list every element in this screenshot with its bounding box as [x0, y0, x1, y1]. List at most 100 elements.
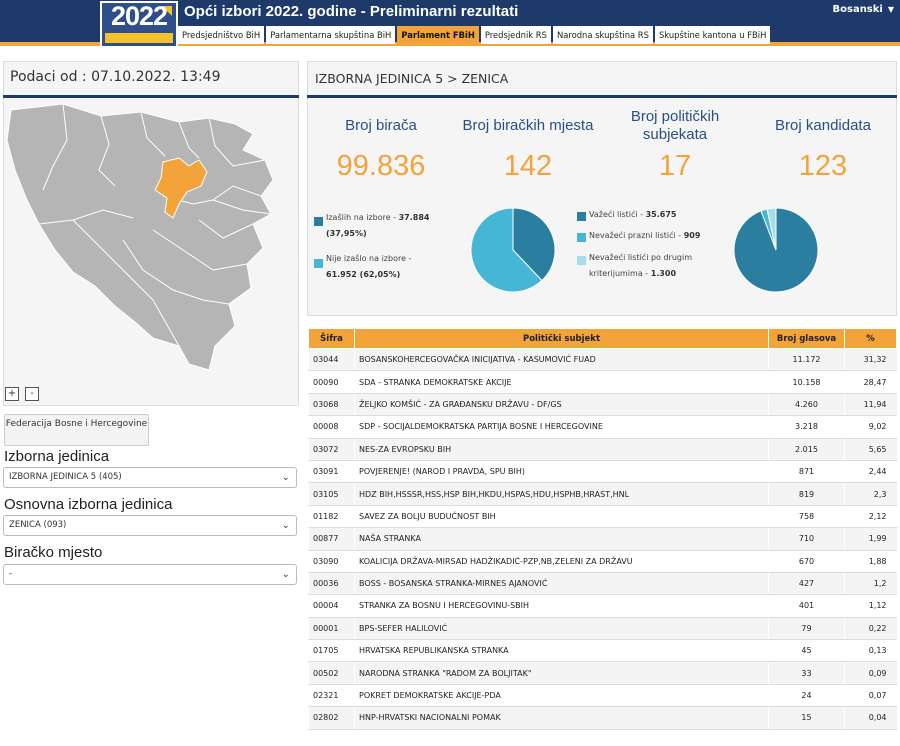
party-name-cell: SDA - STRANKA DEMOKRATSKE AKCIJE: [354, 370, 769, 394]
table-row[interactable]: 02321 POKRET DEMOKRATSKE AKCIJE-PDA 24 0,07: [308, 684, 897, 708]
legend-label: Izašlih na izbore -: [326, 213, 399, 222]
legend-value: 1.300: [650, 269, 677, 278]
percent-cell: 2,44: [844, 460, 897, 484]
basic-unit-select[interactable]: ZENICA (093) ⌄: [3, 515, 297, 536]
turnout-voted-legend: Izašlih na izbore - 37.884 (37,95%): [326, 210, 466, 242]
ballots-pie-chart[interactable]: [731, 205, 821, 295]
party-code-cell: 02802: [308, 706, 355, 730]
table-row[interactable]: 00036 BOSS - BOSANSKA STRANKA-MIRNES AJAN…: [308, 572, 897, 596]
election-logo[interactable]: 2022: [100, 1, 178, 48]
table-row[interactable]: 02802 HNP-HRVATSKI NACIONALNI POMAK 15 0,04: [308, 706, 897, 730]
tab-narodna-skup-tina-rs[interactable]: Narodna skupština RS: [552, 26, 653, 44]
votes-cell: 79: [768, 617, 845, 641]
stat-label: Broj biračkih mjesta: [462, 117, 594, 134]
table-row[interactable]: 00001 BPS-SEFER HALILOVIĆ 79 0,22: [308, 617, 897, 641]
map-regions[interactable]: [6, 103, 274, 371]
column-header-votes[interactable]: Broj glasova: [768, 328, 845, 349]
party-name-cell: NARODNA STRANKA "RADOM ZA BOLJITAK": [354, 661, 769, 685]
valid-ballots-legend: Važeći listići - 35.675: [589, 207, 724, 223]
party-name-cell: HDZ BIH,HSSSR,HSS,HSP BIH,HKDU,HSPAS,HDU…: [354, 482, 769, 506]
zenica-region-highlight[interactable]: [154, 157, 208, 219]
percent-cell: 1,2: [844, 572, 897, 596]
stat-voters: Broj birača 99.836: [311, 106, 451, 183]
pie-slice[interactable]: [512, 207, 556, 282]
legend-swatch: [577, 233, 586, 242]
table-row[interactable]: 00877 NAŠA STRANKA 710 1,99: [308, 527, 897, 551]
tab-skup-tine-kantona-u-fbih[interactable]: Skupštine kantona u FBiH: [654, 26, 771, 44]
map-region[interactable]: [6, 103, 274, 371]
party-name-cell: BOSS - BOSANSKA STRANKA-MIRNES AJANOVIĆ: [354, 572, 769, 596]
table-row[interactable]: 00004 STRANKA ZA BOSNU I HERCEGOVINU-SBIH…: [308, 594, 897, 618]
table-row[interactable]: 00502 NARODNA STRANKA "RADOM ZA BOLJITAK"…: [308, 661, 897, 685]
legend-value: 35.675: [645, 210, 677, 219]
turnout-pie-chart[interactable]: [468, 205, 558, 295]
votes-cell: 758: [768, 505, 845, 529]
percent-cell: 1,12: [844, 594, 897, 618]
party-code-cell: 02321: [308, 684, 355, 708]
votes-cell: 4.260: [768, 393, 845, 417]
tab-predsjedni-tvo-bih[interactable]: Predsjedništvo BiH: [178, 26, 265, 44]
votes-cell: 11.172: [768, 348, 845, 372]
legend-label: Važeći listići -: [589, 210, 646, 219]
language-selector[interactable]: Bosanski ▼: [833, 4, 895, 15]
legend-value: 61.952 (62,05%): [326, 270, 401, 279]
party-code-cell: 03072: [308, 438, 355, 461]
stat-value: 99.836: [336, 150, 426, 182]
electoral-unit-value: IZBORNA JEDINICA 5 (405): [9, 472, 122, 482]
language-label: Bosanski: [832, 4, 883, 15]
tab-parlamentarna-skup-tina-bih[interactable]: Parlamentarna skupština BiH: [266, 26, 396, 44]
party-code-cell: 03091: [308, 460, 355, 484]
legend-value: 37.884: [398, 213, 430, 222]
party-name-cell: NES-ZA EVROPSKU BIH: [354, 438, 769, 461]
party-code-cell: 00008: [308, 415, 355, 439]
table-row[interactable]: 03091 POVJERENJE! (NAROD I PRAVDA, SPU BI…: [308, 460, 897, 484]
polling-station-select[interactable]: - ⌄: [3, 564, 297, 585]
percent-cell: 2,3: [844, 482, 897, 506]
stat-label: Broj političkih subjekata: [630, 108, 720, 143]
party-code-cell: 03090: [308, 550, 355, 573]
party-name-cell: SAVEZ ZA BOLJU BUDUĆNOST BIH: [354, 505, 769, 529]
votes-cell: 15: [768, 706, 845, 730]
divider: [307, 95, 897, 98]
party-code-cell: 00004: [308, 594, 355, 618]
votes-cell: 45: [768, 639, 845, 663]
tab-parlament-fbih[interactable]: Parlament FBiH: [397, 26, 479, 44]
table-row[interactable]: 00090 SDA - STRANKA DEMOKRATSKE AKCIJE 10.…: [308, 370, 897, 394]
table-row[interactable]: 03068 ŽELJKO KOMŠIĆ - ZA GRAĐANSKU DRŽAVU…: [308, 393, 897, 417]
party-code-cell: 00502: [308, 661, 355, 685]
party-code-cell: 01705: [308, 639, 355, 663]
map-borders: [38, 103, 272, 347]
blank-ballots-legend: Nevažeći prazni listići - 909: [589, 228, 724, 244]
table-row[interactable]: 01182 SAVEZ ZA BOLJU BUDUĆNOST BIH 758 2,12: [308, 505, 897, 529]
party-code-cell: 03044: [308, 348, 355, 372]
legend-swatch: [314, 217, 323, 226]
zoom-out-button[interactable]: -: [25, 387, 39, 401]
table-row[interactable]: 03090 KOALICIJA DRŽAVA-MIRSAD HADŽIKADIĆ-…: [308, 550, 897, 573]
table-row[interactable]: 03105 HDZ BIH,HSSSR,HSS,HSP BIH,HKDU,HSPA…: [308, 482, 897, 506]
table-row[interactable]: 00008 SDP - SOCIJALDEMOKRATSKA PARTIJA BO…: [308, 415, 897, 439]
logo-year: 2022: [110, 1, 168, 31]
table-row[interactable]: 03072 NES-ZA EVROPSKU BIH 2.015 5,65: [308, 438, 897, 461]
table-row[interactable]: 03044 BOSANSKOHERCEGOVAČKA INICIJATIVA - …: [308, 348, 897, 372]
votes-cell: 3.218: [768, 415, 845, 439]
column-header-party[interactable]: Politički subjekt: [354, 328, 769, 349]
tab-predsjednik-rs[interactable]: Predsjednik RS: [480, 26, 551, 44]
pie-slice[interactable]: [470, 207, 543, 293]
party-code-cell: 00036: [308, 572, 355, 596]
bih-map[interactable]: [3, 100, 299, 380]
party-name-cell: KOALICIJA DRŽAVA-MIRSAD HADŽIKADIĆ-PZP,N…: [354, 550, 769, 573]
percent-cell: 0,07: [844, 684, 897, 708]
table-row[interactable]: 01705 HRVATSKA REPUBLIKANSKA STRANKA 45 0,1…: [308, 639, 897, 663]
zoom-in-button[interactable]: +: [5, 387, 19, 401]
pie-slice[interactable]: [766, 207, 777, 251]
party-name-cell: NAŠA STRANKA: [354, 527, 769, 551]
column-header-code[interactable]: Šifra: [308, 328, 355, 349]
stat-label: Broj birača: [345, 117, 417, 134]
percent-cell: 28,47: [844, 370, 897, 394]
party-name-cell: BPS-SEFER HALILOVIĆ: [354, 617, 769, 641]
federation-button[interactable]: Federacija Bosne i Hercegovine: [4, 414, 149, 446]
electoral-unit-select[interactable]: IZBORNA JEDINICA 5 (405) ⌄: [3, 467, 297, 488]
results-table: Šifra Politički subjekt Broj glasova % 0…: [308, 328, 897, 730]
votes-cell: 427: [768, 572, 845, 596]
column-header-percent[interactable]: %: [844, 328, 897, 349]
